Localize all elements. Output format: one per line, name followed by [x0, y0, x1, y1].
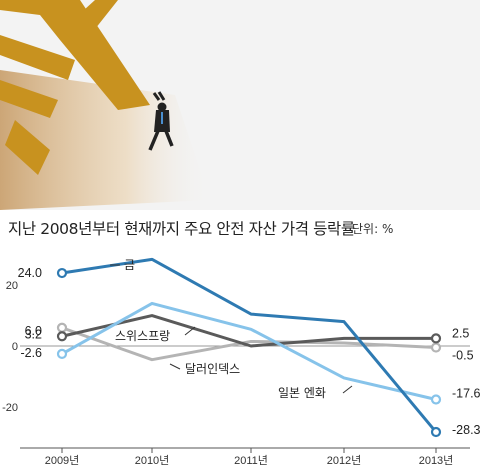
series-endpoint-1	[430, 333, 442, 344]
series-end-value: -17.6	[452, 387, 480, 401]
y-tick-label: -20	[2, 402, 18, 414]
series-name-label: 금	[124, 258, 135, 272]
series-endpoint-1	[56, 331, 68, 342]
x-tick-label: 2010년	[135, 454, 170, 467]
series-start-value: 24.0	[18, 266, 42, 280]
series-start-value: 3.2	[25, 327, 42, 341]
series-endpoint-2	[56, 322, 68, 333]
y-tick-label: 20	[6, 280, 18, 292]
callout-leader	[184, 326, 196, 336]
chart-labels: 24.0 -28.3 3.2 2.5 6.0 -0.5 -2.6 -17.6 금스위스프랑달러인…	[18, 258, 480, 437]
series-end-value: 2.5	[452, 326, 469, 340]
chart-title: 지난 2008년부터 현재까지 주요 안전 자산 가격 등락률	[8, 220, 355, 238]
series-endpoint-0	[56, 267, 68, 279]
x-tick-label: 2009년	[45, 454, 80, 467]
series-endpoint-0	[430, 426, 442, 438]
series-end-value: -28.3	[452, 423, 480, 437]
coin-hanging-man-icon	[0, 0, 210, 210]
x-tick-label: 2013년	[419, 454, 454, 467]
line-chart: 20 0 -20 2009년 2010년 2011년 2012년 2013년 24.0 -28.…	[2, 257, 480, 467]
series-line-3	[61, 301, 437, 401]
series-line-1	[61, 314, 436, 348]
chart-axes: 20 0 -20 2009년 2010년 2011년 2012년 2013년	[2, 280, 470, 467]
yen-symbol-icon	[0, 0, 150, 175]
hanging-man-icon	[148, 91, 174, 151]
y-tick-label: 0	[12, 341, 18, 353]
callout-leader	[342, 385, 353, 394]
series-start-value: -2.6	[20, 346, 42, 360]
illustration-panel	[0, 0, 480, 210]
series-line-2	[61, 326, 437, 362]
chart-series	[56, 257, 442, 438]
x-tick-label: 2012년	[327, 454, 362, 467]
series-endpoint-3	[56, 348, 68, 360]
series-end-value: -0.5	[452, 349, 474, 363]
series-line-0	[61, 257, 438, 433]
unit-label: 단위: %	[352, 222, 394, 236]
series-name-label: 달러인덱스	[185, 362, 240, 376]
series-endpoint-2	[430, 342, 442, 353]
callout-leader	[169, 363, 181, 370]
x-tick-label: 2011년	[234, 454, 268, 467]
series-endpoint-3	[430, 394, 442, 405]
series-name-label: 스위스프랑	[115, 329, 170, 343]
series-start-value: 6.0	[25, 324, 42, 338]
series-name-label: 일본 엔화	[278, 386, 326, 400]
